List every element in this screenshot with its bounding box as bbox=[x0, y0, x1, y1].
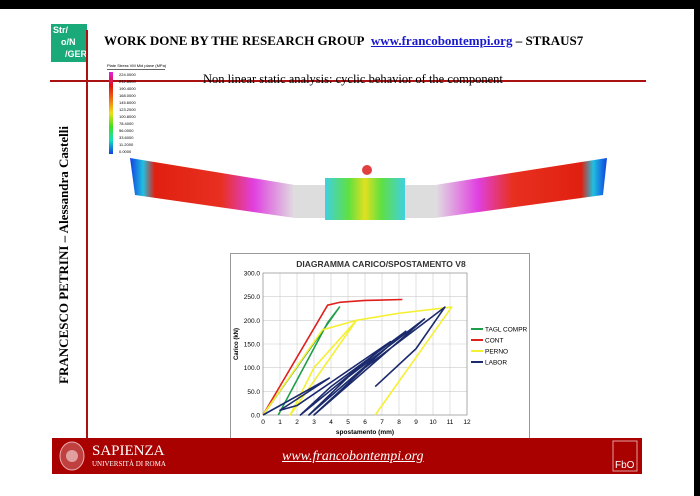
fem-legend-value: 168.0000 bbox=[119, 93, 136, 98]
x-tick-label: 3 bbox=[312, 419, 316, 426]
header-text: WORK DONE BY THE RESEARCH GROUP bbox=[104, 33, 365, 48]
chart-svg: DIAGRAMMA CARICO/SPOSTAMENTO V80.050.010… bbox=[234, 259, 528, 436]
svg-text:FbO: FbO bbox=[615, 460, 635, 471]
right-border bbox=[694, 0, 700, 496]
fem-legend-value: 123.2000 bbox=[119, 107, 136, 112]
x-tick-label: 8 bbox=[397, 419, 401, 426]
fem-legend-value: 33.6000 bbox=[119, 135, 134, 140]
logo-line: Str/ bbox=[53, 25, 69, 35]
header-suffix: – STRAUS7 bbox=[515, 33, 584, 48]
series-line-cont bbox=[262, 298, 403, 416]
load-displacement-chart: DIAGRAMMA CARICO/SPOSTAMENTO V8 0.0 50.0 10… bbox=[230, 253, 530, 439]
fem-legend-value: 11.2000 bbox=[119, 142, 134, 147]
fem-legend-value: 145.6000 bbox=[119, 100, 136, 105]
logo-line: o/N bbox=[61, 37, 76, 47]
legend-label: CONT bbox=[485, 338, 503, 345]
x-tick-label: 9 bbox=[414, 419, 418, 426]
legend-label: PERNO bbox=[485, 349, 508, 356]
side-divider bbox=[86, 30, 88, 440]
y-tick-label: 100.0 bbox=[244, 365, 261, 372]
x-tick-label: 4 bbox=[329, 419, 333, 426]
sapienza-logo: SAPIENZA UNIVERSITÀ DI ROMA bbox=[92, 443, 166, 468]
fem-color-scale bbox=[109, 72, 113, 154]
x-axis-label: spostamento (mm) bbox=[336, 429, 394, 436]
x-tick-label: 11 bbox=[447, 419, 454, 426]
y-tick-label: 300.0 bbox=[244, 271, 261, 278]
footer-link[interactable]: www.francobontempi.org bbox=[282, 449, 424, 464]
plot-area bbox=[262, 272, 468, 416]
legend-label: LABOR bbox=[485, 360, 507, 367]
university-name: SAPIENZA bbox=[92, 443, 165, 459]
fem-legend-value: 56.0000 bbox=[119, 128, 134, 133]
fem-stress-legend: Plate Stress VM Mid plane (MPa) 224.0000… bbox=[107, 63, 167, 156]
strongeR-logo: Str/ o/N /GER bbox=[51, 24, 87, 62]
beam-center-joint bbox=[325, 178, 405, 220]
y-tick-label: 150.0 bbox=[244, 342, 261, 349]
y-tick-label: 200.0 bbox=[244, 318, 261, 325]
x-tick-label: 12 bbox=[463, 419, 471, 426]
top-border bbox=[0, 0, 700, 9]
series-line-perno bbox=[262, 306, 453, 416]
fem-legend-value: 100.8000 bbox=[119, 114, 136, 119]
x-tick-label: 5 bbox=[346, 419, 350, 426]
logo-line: /GER bbox=[65, 49, 88, 59]
fem-legend-value: 212.8000 bbox=[119, 79, 136, 84]
fem-legend-value: 0.0000 bbox=[119, 149, 132, 154]
x-tick-label: 0 bbox=[261, 419, 265, 426]
load-point bbox=[362, 165, 372, 175]
fem-legend-title: Plate Stress VM Mid plane (MPa) bbox=[107, 63, 167, 70]
beam-left-segment bbox=[130, 158, 295, 218]
fem-beam-model bbox=[130, 158, 607, 220]
x-tick-label: 2 bbox=[295, 419, 299, 426]
fem-legend-value: 78.4000 bbox=[119, 121, 134, 126]
x-tick-label: 1 bbox=[278, 419, 282, 426]
authors: FRANCESCO PETRINI – Alessandra Castelli bbox=[56, 126, 71, 384]
header-link[interactable]: www.francobontempi.org bbox=[370, 33, 513, 48]
fem-legend-value: 190.4000 bbox=[119, 86, 136, 91]
slide-header: WORK DONE BY THE RESEARCH GROUP www.fran… bbox=[104, 33, 583, 49]
y-tick-label: 0.0 bbox=[251, 413, 260, 420]
footer-bar: SAPIENZA UNIVERSITÀ DI ROMA www.francobo… bbox=[52, 438, 642, 474]
header-divider bbox=[50, 80, 646, 82]
y-axis-label: Carico (kN) bbox=[234, 328, 240, 360]
x-tick-label: 7 bbox=[380, 419, 384, 426]
legend-label: TAGL COMPR bbox=[485, 327, 528, 334]
x-tick-label: 10 bbox=[429, 419, 437, 426]
series-line-labor bbox=[262, 306, 446, 416]
fem-legend-value: 224.0000 bbox=[119, 72, 136, 77]
x-tick-label: 6 bbox=[363, 419, 367, 426]
slide-subtitle: Non linear static analysis: cyclic behav… bbox=[203, 72, 503, 86]
chart-title: DIAGRAMMA CARICO/SPOSTAMENTO V8 bbox=[296, 259, 466, 269]
y-tick-label: 250.0 bbox=[244, 294, 261, 301]
beam-right-segment bbox=[435, 158, 607, 218]
university-sub: UNIVERSITÀ DI ROMA bbox=[92, 460, 166, 468]
fbo-logo-icon: FbO bbox=[612, 440, 638, 472]
y-tick-label: 50.0 bbox=[247, 389, 260, 396]
sapienza-seal-icon bbox=[59, 441, 85, 471]
